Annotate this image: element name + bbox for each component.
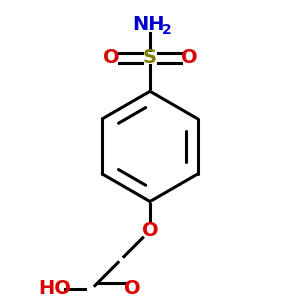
Text: 2: 2 [162, 23, 172, 37]
Text: O: O [124, 279, 141, 298]
Text: S: S [143, 48, 157, 68]
Text: O: O [142, 221, 158, 240]
Text: O: O [181, 48, 197, 68]
Text: HO: HO [38, 279, 71, 298]
Text: NH: NH [132, 15, 165, 34]
Text: O: O [103, 48, 119, 68]
